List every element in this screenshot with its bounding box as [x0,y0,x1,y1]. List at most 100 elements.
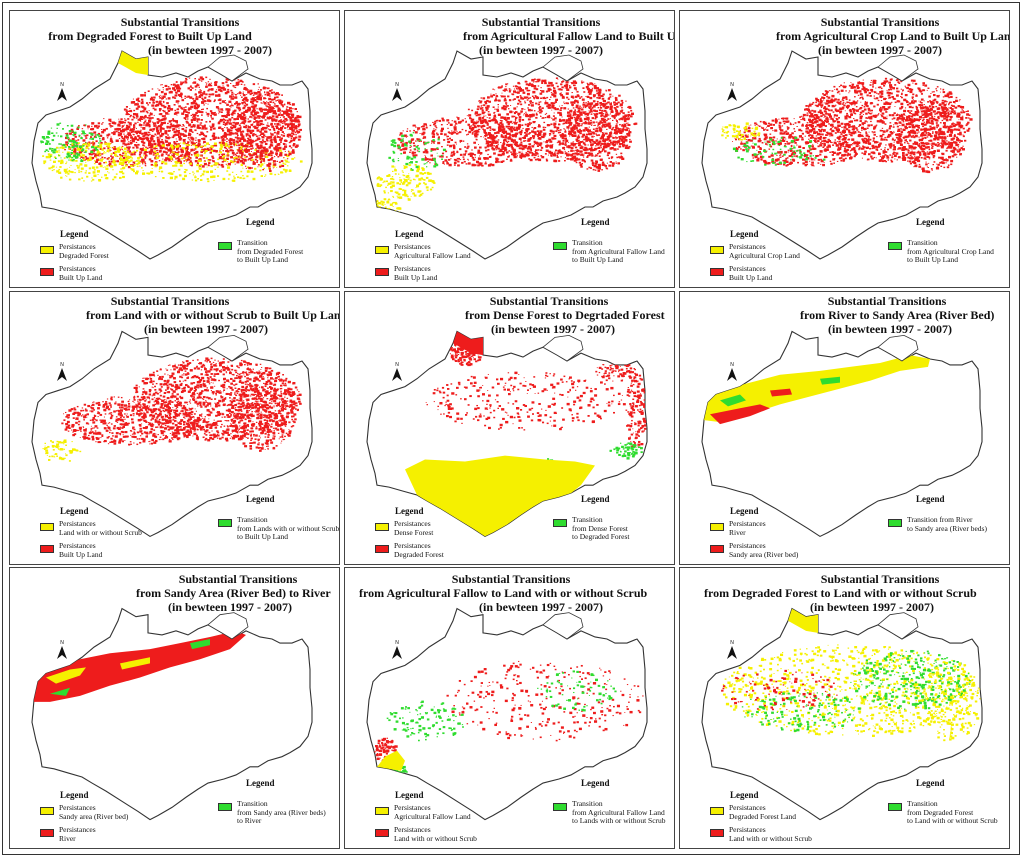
legend-label: Persistances [394,541,431,550]
legend-label: Persistances [394,264,431,273]
legend-label: Transition [237,238,268,247]
legend-title-left: Legend [60,790,89,800]
panel-title: Substantial Transitions [120,15,240,29]
legend-title: Legend [916,217,945,227]
legend-label: from Degraded Forest [237,246,304,256]
north-arrow-icon: N [391,639,403,661]
map-panel-9: Substantial Transitions from Degraded For… [679,567,1010,849]
legend-label: Persistances [729,242,766,251]
legend-label: Persistances [59,519,96,528]
legend-swatch [40,807,54,815]
north-arrow-icon: N [726,361,738,383]
legend-label: Persistances [394,825,431,834]
land-cover-layer [405,331,647,537]
legend-swatch [888,803,902,811]
panel-subtitle: from Dense Forest to Degrtaded Forest [465,308,665,322]
legend-label: from Sandy area (River beds) [237,807,326,817]
map-panel-3: Substantial Transitions from Agricultural… [679,10,1010,288]
legend-title-left: Legend [730,506,759,516]
legend-title: Legend [581,217,610,227]
legend-title: Legend [581,778,610,788]
legend-swatch [710,246,724,254]
legend-label: Degraded Forest [394,549,444,559]
legend-label: Transition [907,238,938,247]
land-cover-layer [42,357,302,462]
legend-swatch [710,268,724,276]
legend-label: Persistances [394,519,431,528]
legend-swatch [375,545,389,553]
map-panel-7: Substantial Transitions from Sandy Area (… [9,567,340,849]
legend-label: Persistances [394,242,431,251]
legend-label: from Dense Forest [572,523,628,533]
legend-label: to Lands with or without Scrub [572,816,666,825]
north-arrow-icon: N [391,81,403,103]
panel-subtitle: from Agricultural Fallow Land to Built U… [463,29,675,43]
district-map [31,607,313,821]
land-cover-layer [702,355,930,425]
legend-label: Transition [237,515,268,524]
river-notch [542,54,584,82]
panel-period: (in bewteen 1997 - 2007) [148,43,272,57]
map-panel-2: Substantial Transitions from Agricultural… [344,10,675,288]
panel-title: Substantial Transitions [820,572,940,586]
legend-label: Built Up Land [59,549,103,559]
legend-label: to River [237,816,262,825]
river-notch [207,54,249,82]
legend-label: Persistances [59,825,96,834]
legend-label: Agricultural Fallow Land [394,250,471,260]
legend-swatch [553,803,567,811]
district-map [701,330,983,538]
panel-period: (in bewteen 1997 - 2007) [479,43,603,57]
legend-label: Persistances [729,264,766,273]
panel-period: (in bewteen 1997 - 2007) [491,322,615,336]
north-arrow-icon: N [391,361,403,383]
panel-subtitle: from Sandy Area (River Bed) to River [136,586,331,600]
district-map [701,50,983,260]
panel-subtitle: from Agricultural Crop Land to Built Up … [776,29,1010,43]
legend-label: Land with or without Scrub [59,527,142,537]
legend-label: to Built Up Land [237,532,289,541]
legend-swatch [375,268,389,276]
panel-subtitle: from Land with or without Scrub to Built… [86,308,340,322]
legend-title: Legend [581,494,610,504]
legend-label: Degraded Forest [59,250,109,260]
legend-label: Transition [237,799,268,808]
legend-label: from Agricultural Fallow Land [572,807,665,817]
district-map [31,50,313,260]
panel-title: Substantial Transitions [451,572,571,586]
legend-swatch [710,829,724,837]
legend-label: Persistances [59,264,96,273]
legend-swatch [888,519,902,527]
legend-label: Persistances [59,803,96,812]
legend-label: Persistances [729,541,766,550]
land-cover-layer [371,77,638,227]
panel-subtitle: from Agricultural Fallow to Land with or… [359,586,648,600]
panel-period: (in bewteen 1997 - 2007) [818,43,942,57]
land-cover-layer [721,77,973,174]
panel-period: (in bewteen 1997 - 2007) [168,600,292,614]
legend-label: Transition [907,799,938,808]
map-panel-8: Substantial Transitions from Agricultural… [344,567,675,849]
legend-label: from Degraded Forest [907,807,974,817]
panel-title: Substantial Transitions [820,15,940,29]
legend-label: River [59,833,76,843]
district-map [31,330,313,538]
legend-label: River [729,527,746,537]
legend-title: Legend [246,778,275,788]
legend-label: Transition from River [907,515,973,524]
legend-swatch [375,246,389,254]
legend-swatch [40,246,54,254]
legend-label: Persistances [394,803,431,812]
legend-label: Built Up Land [59,272,103,282]
map-panel-6: Substantial Transitions from River to San… [679,291,1010,565]
legend-title-left: Legend [395,506,424,516]
legend-swatch [218,803,232,811]
legend-label: to Built Up Land [572,255,624,264]
legend-title: Legend [246,494,275,504]
legend-label: from Lands with or without Scrub [237,523,340,533]
legend-title: Legend [246,217,275,227]
legend-label: from Agricultural Fallow Land [572,246,665,256]
legend-swatch [218,242,232,250]
legend-swatch [40,545,54,553]
legend-label: from Agricultural Crop Land [907,246,994,256]
